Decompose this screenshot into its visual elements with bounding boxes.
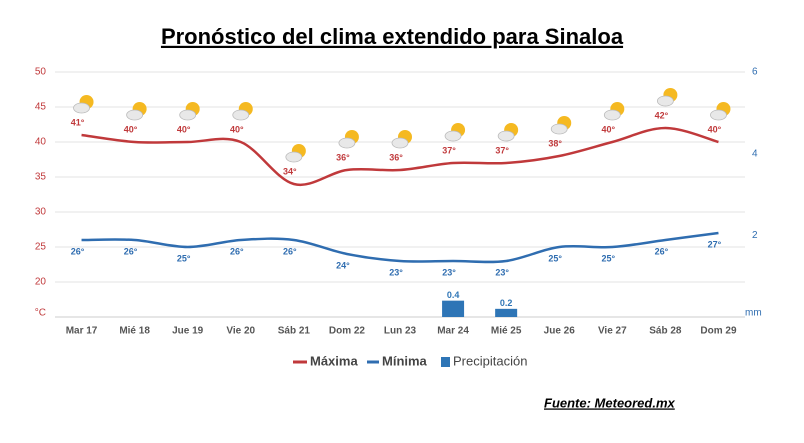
value-label: 26° [124,246,138,256]
value-label: 40° [708,124,722,134]
y-tick-label: 25 [35,242,47,253]
x-tick-label: Jue 26 [544,326,576,337]
legend-label: Precipitación [453,353,527,368]
x-tick-label: Sáb 28 [649,326,682,337]
precip-bar [495,308,518,317]
line [81,231,719,264]
legend-label: Mínima [382,353,428,368]
cloud [126,109,144,121]
value-label: 27° [708,239,722,249]
value-label: 24° [336,260,350,270]
y2-tick-label: 2 [752,230,758,241]
y2-tick-label: 6 [752,67,758,78]
value-label: 26° [283,246,297,256]
x-tick-label: Dom 22 [329,326,366,337]
cloud [444,130,462,142]
legend: Máxima Mínima Precipitación [293,353,527,368]
weather-icon [179,102,200,121]
weather-icon [285,144,306,163]
value-label: 41° [71,117,85,127]
value-label: 23° [495,267,509,277]
weather-icon [391,130,412,149]
y-tick-label: 40 [35,137,47,148]
x-tick-label: Dom 29 [700,326,737,337]
value-label: 23° [389,267,403,277]
cloud [710,109,727,121]
value-label: 36° [389,152,403,162]
value-label: 42° [655,110,669,120]
cloud [338,137,356,149]
weather-icon [338,130,359,149]
legend-swatch [441,357,450,367]
y-tick-label: 45 [35,102,47,113]
y2-unit: mm [745,308,762,319]
weather-icon [73,95,94,114]
cloud [179,109,197,121]
value-label: 40° [230,124,244,134]
y-tick-label: 35 [35,172,47,183]
value-label: 40° [177,124,191,134]
x-tick-label: Mié 25 [491,326,522,337]
source: Fuente: Meteored.mx [544,395,676,410]
cloud [550,123,568,135]
weather-icon [497,123,519,142]
x-tick-label: Mar 24 [437,326,469,337]
x-tick-label: Vie 20 [226,326,255,337]
cloud [656,95,674,107]
value-label: 37° [495,145,509,155]
precip-label: 0.2 [500,298,513,308]
weather-icon [126,102,147,121]
value-label: 37° [442,145,456,155]
x-tick-label: Mar 17 [66,326,98,337]
value-label: 25° [177,253,191,263]
cloud [603,109,621,121]
precip-label: 0.4 [447,290,460,300]
y-tick-label: 30 [35,207,47,218]
x-tick-label: Vie 27 [598,326,627,337]
value-label: 23° [442,267,456,277]
value-label: 36° [336,152,350,162]
value-label: 34° [283,166,297,176]
weather-icon [550,116,572,135]
weather-icon [603,102,625,121]
chart-title: Pronóstico del clima extendido para Sina… [161,24,624,49]
value-label: 26° [230,246,244,256]
legend-label: Máxima [310,353,358,368]
y2-tick-label: 4 [752,148,758,159]
cloud [73,102,90,114]
weather-icon [444,123,466,142]
value-label: 25° [601,253,615,263]
y-tick-label: 50 [35,67,47,78]
cloud [285,151,303,163]
y-tick-label: 20 [35,277,47,288]
precip-bar [442,300,465,317]
y-unit: °C [35,308,46,319]
cloud [391,137,409,149]
x-tick-label: Jue 19 [172,326,204,337]
value-label: 25° [548,253,562,263]
value-label: 38° [548,138,562,148]
weather-icon [656,88,678,107]
x-tick-label: Mié 18 [119,326,150,337]
weather-icon [710,102,731,121]
value-label: 40° [601,124,615,134]
value-label: 40° [124,124,138,134]
value-label: 26° [655,246,669,256]
x-tick-label: Lun 23 [384,326,417,337]
cloud [232,109,250,121]
cloud [497,130,515,142]
line [81,126,719,187]
value-label: 26° [71,246,85,256]
weather-icon [232,102,253,121]
x-tick-label: Sáb 21 [278,326,311,337]
